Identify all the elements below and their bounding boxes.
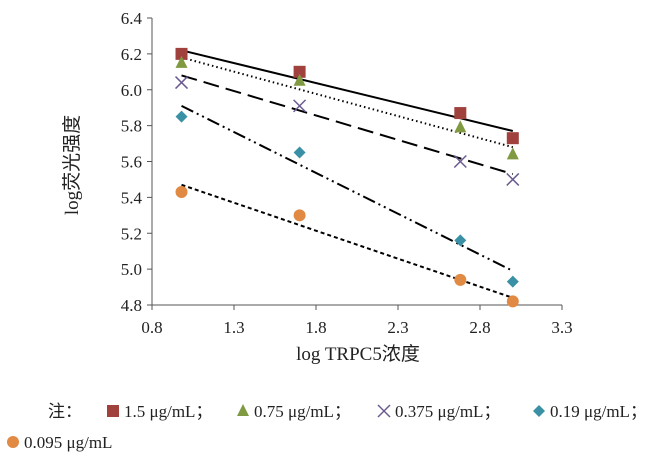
data-point-diamond — [454, 234, 467, 247]
y-axis-title: log荧光强度 — [61, 115, 83, 215]
y-tick-label: 6.2 — [121, 45, 142, 64]
data-point-circle — [506, 295, 519, 308]
data-point-cross — [453, 154, 467, 169]
trendline-cross — [181, 74, 514, 176]
data-point-square — [175, 47, 188, 60]
legend-label: 0.19 μg/mL； — [550, 402, 647, 421]
data-point-diamond — [175, 110, 188, 123]
y-tick-label: 5.2 — [121, 224, 142, 243]
data-point-triangle — [293, 73, 306, 86]
data-point-triangle — [506, 147, 519, 160]
y-tick-label: 4.8 — [121, 296, 142, 315]
legend-marker-circle — [7, 436, 19, 448]
legend-label: 1.5 μg/mL； — [124, 402, 212, 421]
data-point-cross — [506, 172, 520, 186]
x-tick-label: 0.8 — [141, 318, 162, 337]
trendline-circle — [181, 183, 514, 299]
axes — [151, 18, 562, 306]
x-tick-label: 3.3 — [551, 318, 572, 337]
data-point-diamond — [293, 146, 306, 159]
y-tick-label: 6.4 — [121, 9, 143, 28]
data-point-circle — [454, 273, 467, 286]
data-point-square — [506, 132, 519, 145]
data-point-diamond — [506, 275, 519, 288]
x-tick-label: 1.3 — [223, 318, 244, 337]
y-tick-label: 6.0 — [121, 81, 142, 100]
y-tick-label: 5.6 — [121, 153, 142, 172]
x-tick-labels: 0.8 1.3 1.8 2.3 2.8 3.3 — [141, 305, 573, 337]
data-point-cross — [174, 76, 189, 90]
legend: 注： 1.5 μg/mL； 0.75 μg/mL； 0.375 μg/mL； 0.19 … — [7, 402, 647, 452]
y-tick-label: 5.4 — [121, 188, 143, 207]
data-point-circle — [293, 209, 306, 222]
x-tick-label: 2.8 — [469, 318, 490, 337]
legend-label: 0.75 μg/mL； — [254, 402, 351, 421]
x-axis-title: log TRPC5浓度 — [296, 343, 420, 365]
legend-marker-triangle — [237, 404, 249, 416]
data-point-square — [454, 107, 467, 120]
data-markers — [174, 47, 520, 308]
data-point-square — [293, 65, 306, 78]
legend-marker-square — [107, 405, 119, 417]
x-tick-label: 1.8 — [305, 318, 326, 337]
legend-label: 0.375 μg/mL； — [395, 402, 500, 421]
data-point-cross — [293, 99, 307, 113]
legend-marker-diamond — [533, 405, 545, 417]
legend-prefix: 注： — [48, 402, 82, 421]
y-tick-labels: 4.8 5.0 5.2 5.4 5.6 5.8 6.0 6.2 6.4 — [121, 9, 152, 315]
x-tick-label: 2.3 — [387, 318, 408, 337]
data-point-triangle — [175, 55, 188, 68]
y-tick-label: 5.0 — [121, 260, 142, 279]
legend-marker-cross — [377, 404, 391, 418]
trendline-triangle — [181, 56, 514, 149]
y-tick-label: 5.8 — [121, 117, 142, 136]
trendlines — [181, 49, 514, 299]
data-point-triangle — [454, 120, 467, 133]
data-point-circle — [175, 185, 188, 198]
legend-label: 0.095 μg/mL — [24, 433, 112, 452]
